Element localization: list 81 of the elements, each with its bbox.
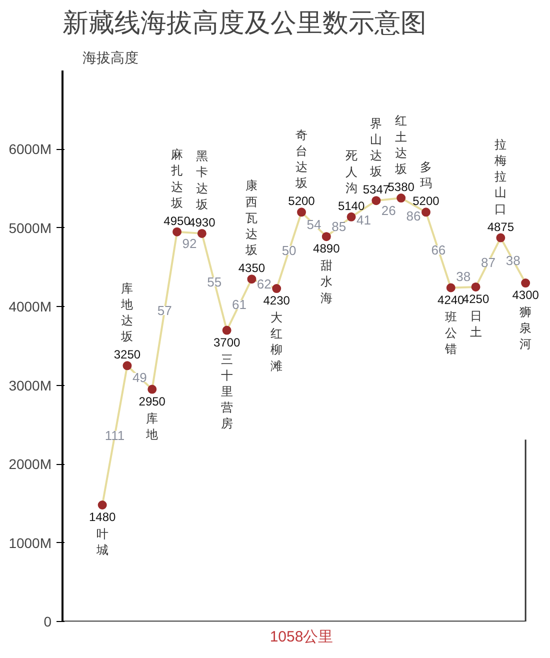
data-label: 4300 xyxy=(512,288,540,302)
annotation: 62 xyxy=(256,276,272,292)
point xyxy=(172,227,182,236)
x-tick-label: 奇台达坂 xyxy=(294,128,308,190)
data-label: 3700 xyxy=(213,335,240,350)
annotation: 50 xyxy=(282,242,296,258)
annotation: 61 xyxy=(232,297,246,312)
point xyxy=(222,326,232,335)
data-label: 4930 xyxy=(188,215,216,230)
point xyxy=(396,194,406,203)
x-tick-label: 界山达坂 xyxy=(369,116,382,179)
y-tick-label: 1000M xyxy=(8,534,52,551)
x-tick-label: 库地达坂 xyxy=(120,281,134,344)
point xyxy=(148,384,157,394)
y-tick-label: 4000M xyxy=(8,298,52,315)
point xyxy=(98,500,107,510)
data-label: 5200 xyxy=(412,194,440,208)
data-label: 4950 xyxy=(164,214,191,228)
annotation: 26 xyxy=(381,202,396,218)
x-tick-label: 甜水海 xyxy=(320,258,332,305)
data-label: 4240 xyxy=(438,292,465,307)
x-tick-label: 三十里营房 xyxy=(220,352,233,431)
y-tick-label: 0 xyxy=(44,614,52,630)
x-tick-label: 拉梅拉山口 xyxy=(494,137,507,216)
y-axis-title: 海拔高度 xyxy=(82,50,138,66)
annotation: 49 xyxy=(132,370,147,385)
x-tick-label: 叶城 xyxy=(95,527,108,558)
annotation: 38 xyxy=(456,268,471,284)
point xyxy=(496,233,506,242)
data-label: 5200 xyxy=(288,194,316,208)
x-tick-label: 库地 xyxy=(145,411,158,442)
data-label: 5347 xyxy=(362,182,390,197)
x-tick-label: 康西瓦达坂 xyxy=(244,178,258,258)
x-tick-label: 班公错 xyxy=(444,310,457,356)
data-label: 4890 xyxy=(313,242,340,256)
annotation: 57 xyxy=(157,303,172,318)
x-tick-label: 日土 xyxy=(470,308,482,340)
y-tick-label: 3000M xyxy=(8,377,52,394)
point xyxy=(322,232,331,242)
data-label: 4230 xyxy=(263,294,290,308)
x-tick-label: 麻扎达坂 xyxy=(170,148,184,210)
point xyxy=(421,208,430,217)
data-label: 2950 xyxy=(138,394,166,408)
y-tick-label: 2000M xyxy=(8,456,52,472)
point xyxy=(122,361,132,370)
annotation: 54 xyxy=(306,216,322,232)
x-tick-label: 狮泉河 xyxy=(520,305,532,352)
point xyxy=(197,228,206,238)
point xyxy=(471,282,480,292)
annotation: 55 xyxy=(207,274,222,290)
annotation: 92 xyxy=(182,236,197,252)
point xyxy=(521,278,530,288)
point xyxy=(446,283,456,292)
point xyxy=(346,212,356,222)
chart-title: 新藏线海拔高度及公里数示意图 xyxy=(62,8,426,38)
text: 1058公里 xyxy=(270,628,334,646)
data-label: 4875 xyxy=(487,220,514,234)
data-label: 3250 xyxy=(114,348,141,362)
point xyxy=(297,208,306,217)
x-tick-label: 红土达坂 xyxy=(394,114,408,176)
x-tick-label: 死人沟 xyxy=(345,148,358,195)
point xyxy=(372,196,381,206)
y-tick-label: 6000M xyxy=(8,141,52,158)
data-label: 4350 xyxy=(238,261,266,276)
point xyxy=(247,274,256,284)
data-label: 1480 xyxy=(88,510,116,524)
annotation: 85 xyxy=(332,219,346,234)
annotation: 86 xyxy=(406,208,421,224)
x-tick-label: 大红柳滩 xyxy=(270,310,283,373)
x-tick-label: 黑卡达坂 xyxy=(194,149,208,212)
annotation: 87 xyxy=(480,254,496,270)
point xyxy=(272,284,282,294)
data-label: 5380 xyxy=(388,180,415,194)
y-tick-label: 5000M xyxy=(8,220,52,236)
annotation: 66 xyxy=(431,242,446,258)
annotation: 41 xyxy=(356,212,371,228)
annotation: 111 xyxy=(104,428,125,443)
data-label: 5140 xyxy=(338,198,365,213)
annotation: 38 xyxy=(506,252,520,268)
data-label: 4250 xyxy=(462,292,490,306)
x-tick-label: 多玛 xyxy=(420,160,432,190)
